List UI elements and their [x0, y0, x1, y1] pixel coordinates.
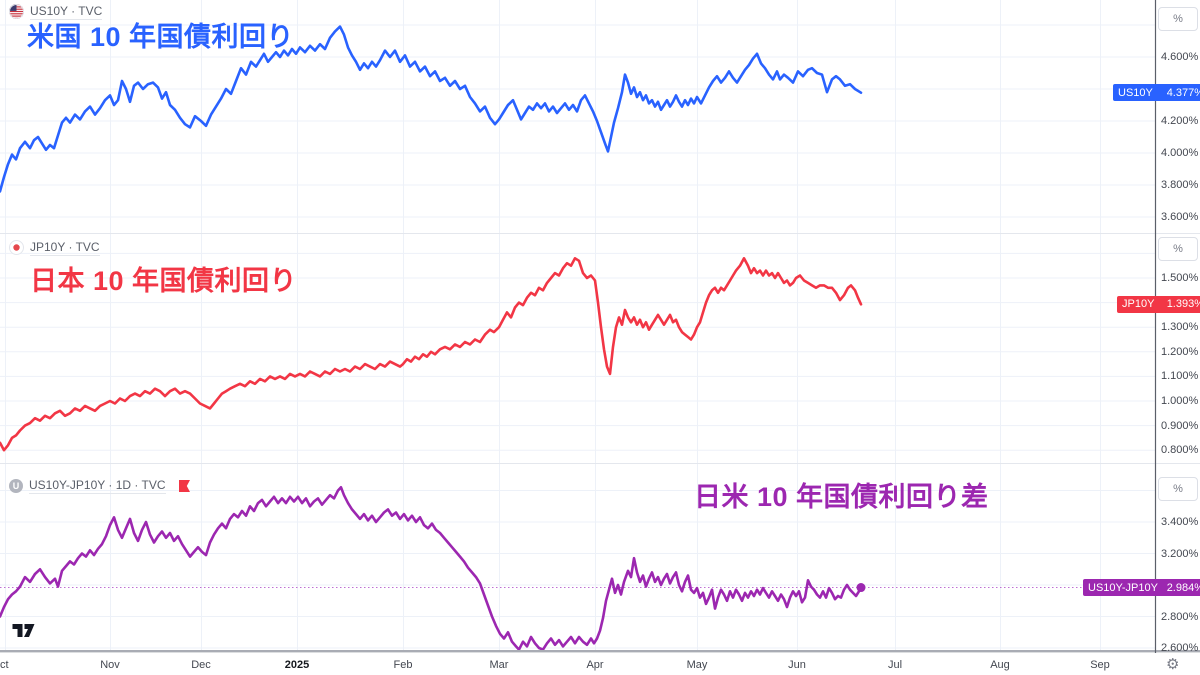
time-axis-label: ct	[0, 659, 9, 671]
flag-marker-icon[interactable]	[178, 479, 191, 492]
time-axis-label: Aug	[990, 659, 1010, 671]
price-tick-label: 1.200%	[1161, 345, 1199, 358]
time-axis-label: Dec	[191, 659, 211, 671]
price-tick-label: 3.800%	[1161, 179, 1199, 191]
panel-title-spread: 日米 10 年国債利回り差	[694, 482, 989, 512]
price-tick-label: 1.300%	[1161, 321, 1199, 334]
percent-scale-button[interactable]: %	[1158, 7, 1198, 31]
time-axis-label: Mar	[489, 659, 509, 671]
price-badge-jp10y: JP10Y 1.393%	[1117, 295, 1200, 313]
legend-jp10y[interactable]: JP10Y · TVC	[9, 239, 100, 256]
jp10y-line	[0, 257, 863, 452]
price-tick-label: 0.800%	[1161, 444, 1199, 457]
time-axis-label: Jul	[887, 659, 903, 671]
percent-scale-button[interactable]: %	[1158, 237, 1198, 261]
time-axis-label: Nov	[100, 659, 120, 671]
spread-symbol-icon: U	[9, 478, 23, 493]
price-tick-label: 4.200%	[1161, 115, 1199, 127]
price-tick-label: 4.600%	[1161, 51, 1199, 63]
price-tick-label: 1.000%	[1161, 395, 1199, 407]
time-axis-label: Apr	[586, 659, 604, 671]
price-badge-spread: US10Y-JP10Y 2.984%	[1083, 579, 1200, 597]
time-axis-label: Feb	[393, 659, 413, 671]
price-tick-label: 2.800%	[1161, 610, 1199, 623]
legend-spread[interactable]: U US10Y-JP10Y · 1D · TVC	[9, 477, 191, 494]
us10y-line	[0, 25, 863, 193]
series-end-dot	[856, 583, 866, 593]
price-tick-label: 0.900%	[1161, 419, 1199, 432]
time-axis-label: May	[686, 659, 708, 671]
us-flag-icon	[9, 4, 24, 19]
price-tick-label: 4.000%	[1161, 147, 1199, 159]
panel-title-us10y: 米国 10 年国債利回り	[27, 22, 295, 52]
legend-symbol: US10Y-JP10Y · 1D · TVC	[29, 477, 166, 494]
settings-gear-icon[interactable]: ⚙	[1166, 656, 1180, 673]
legend-symbol: US10Y · TVC	[30, 3, 103, 20]
time-axis-label: Jun	[788, 659, 806, 671]
time-axis-label: 2025	[284, 659, 310, 671]
time-axis-separator	[0, 650, 1200, 653]
price-tick-label: 3.400%	[1161, 516, 1199, 528]
price-tick-label: 2.600%	[1161, 642, 1199, 654]
price-badge-us10y: US10Y 4.377%	[1113, 84, 1200, 102]
time-axis-label: Sep	[1090, 659, 1110, 671]
percent-scale-button[interactable]: %	[1158, 477, 1198, 501]
time-axis[interactable]: ct Nov Dec 2025 Feb Mar Apr May Jun Jul Aug Sep	[0, 653, 1200, 675]
legend-us10y[interactable]: US10Y · TVC	[9, 3, 103, 20]
legend-symbol: JP10Y · TVC	[30, 239, 100, 256]
price-tick-label: 1.500%	[1161, 272, 1199, 284]
us10y-jp10y-line	[0, 486, 863, 651]
japan-flag-icon	[9, 240, 24, 255]
panel-title-jp10y: 日本 10 年国債利回り	[30, 266, 298, 296]
price-tick-label: 3.200%	[1161, 547, 1199, 560]
price-tick-label: 3.600%	[1161, 211, 1199, 223]
tradingview-logo	[12, 623, 35, 643]
price-tick-label: 1.100%	[1161, 370, 1199, 383]
